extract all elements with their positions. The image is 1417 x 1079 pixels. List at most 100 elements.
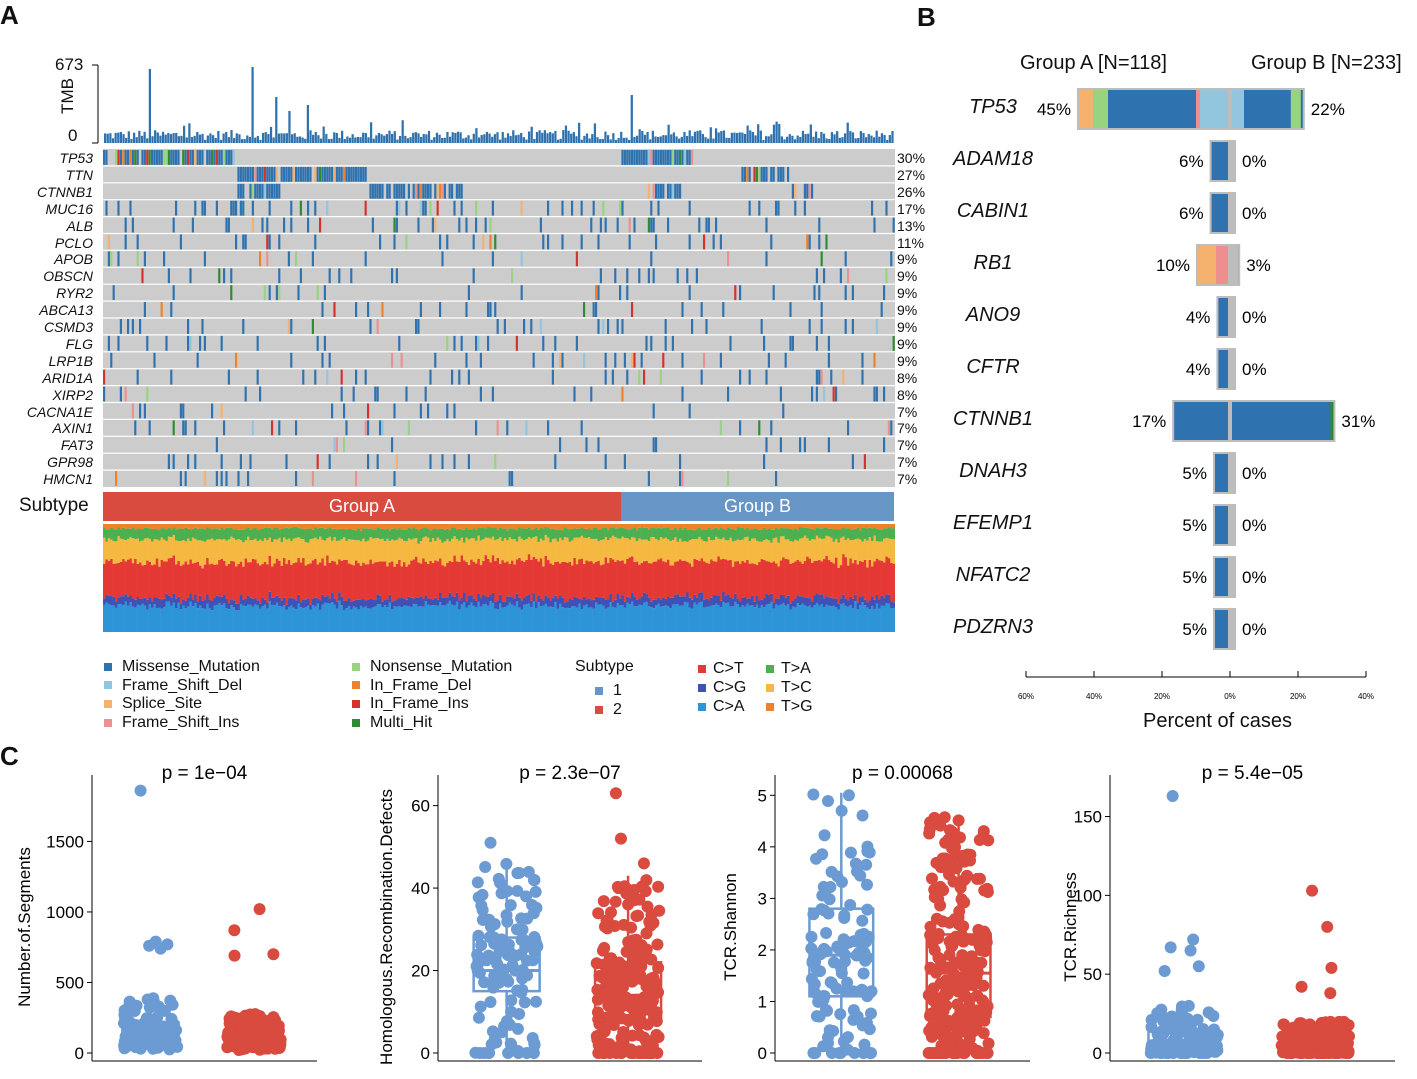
titv-segment — [621, 524, 625, 528]
titv-segment — [659, 606, 663, 632]
titv-segment — [482, 594, 485, 604]
titv-segment — [213, 540, 217, 565]
titv-segment — [297, 594, 301, 604]
mutation-cell — [268, 234, 271, 250]
titv-segment — [647, 529, 651, 541]
mutation-cell — [182, 150, 185, 165]
titv-segment — [412, 559, 416, 599]
titv-segment — [523, 528, 526, 541]
titv-segment — [851, 608, 855, 632]
titv-segment — [206, 594, 209, 604]
titv-segment — [667, 527, 670, 540]
titv-segment — [748, 605, 752, 632]
mutation-cell — [542, 335, 545, 351]
legend-swatch — [698, 664, 706, 673]
mutation-cell — [763, 335, 766, 351]
mutation-cell — [172, 150, 175, 165]
titv-segment — [434, 605, 437, 632]
mutation-cell — [235, 352, 238, 368]
gene-percentage: 8% — [897, 386, 918, 403]
titv-segment — [583, 605, 586, 632]
gene-label: APOB — [54, 251, 93, 268]
titv-segment — [719, 559, 723, 601]
data-point — [526, 1032, 539, 1045]
mutation-cell — [652, 217, 655, 233]
titv-segment — [331, 560, 334, 593]
titv-segment — [602, 605, 605, 632]
legend-label: In_Frame_Del — [370, 676, 472, 694]
titv-segment — [638, 538, 641, 565]
mutation-cell — [230, 150, 233, 165]
mutation-cell — [844, 285, 847, 301]
titv-segment — [715, 527, 718, 537]
titv-segment — [616, 560, 620, 595]
titv-segment — [736, 604, 740, 632]
mutation-cell — [424, 386, 427, 402]
titv-segment — [722, 592, 725, 603]
titv-segment — [614, 607, 617, 632]
titv-segment — [381, 607, 385, 632]
mutation-cell — [172, 420, 175, 436]
titv-segment — [674, 527, 677, 538]
titv-segment — [463, 524, 466, 530]
titv-segment — [676, 603, 680, 632]
titv-segment — [623, 607, 627, 632]
titv-segment — [177, 560, 181, 597]
group-a-bar — [1215, 506, 1228, 544]
data-point — [488, 918, 501, 931]
mutation-cell — [808, 183, 811, 199]
titv-segment — [261, 564, 265, 598]
titv-segment — [189, 601, 193, 632]
tmb-bar — [354, 137, 357, 143]
gene-percentage: 17% — [897, 200, 926, 217]
titv-segment — [683, 601, 687, 632]
titv-segment — [316, 564, 320, 599]
titv-segment — [124, 524, 128, 529]
titv-segment — [407, 606, 411, 632]
mutation-cell — [571, 200, 574, 216]
mutation-cell — [412, 183, 415, 199]
titv-segment — [871, 596, 874, 606]
titv-segment — [230, 605, 233, 632]
mutation-cell — [367, 403, 370, 419]
mutation-cell — [676, 268, 679, 284]
titv-segment — [616, 524, 620, 529]
titv-segment — [201, 540, 205, 569]
tmb-bar — [541, 132, 544, 143]
data-point — [600, 914, 613, 927]
titv-segment — [439, 558, 442, 593]
titv-segment — [501, 528, 505, 542]
mutation-cell — [583, 352, 586, 368]
titv-segment — [731, 598, 735, 607]
titv-segment — [847, 528, 850, 539]
titv-segment — [892, 539, 895, 564]
data-point — [810, 1010, 823, 1023]
titv-legend-item: C>G — [698, 678, 746, 697]
data-point — [474, 1000, 487, 1013]
titv-segment — [436, 605, 440, 632]
titv-segment — [813, 539, 817, 561]
mutation-cell — [844, 251, 847, 267]
mutation-cell — [266, 234, 269, 250]
mutation-cell — [883, 285, 886, 301]
titv-segment — [280, 529, 284, 543]
mutation-cell — [727, 251, 730, 267]
titv-segment — [751, 529, 754, 539]
titv-segment — [717, 556, 721, 597]
titv-segment — [770, 542, 773, 563]
data-point — [805, 942, 818, 955]
titv-segment — [506, 561, 509, 597]
mutation-cell — [760, 319, 763, 334]
titv-segment — [232, 529, 236, 539]
mutation-cell — [453, 403, 456, 419]
mutation-cell — [244, 234, 247, 250]
titv-segment — [287, 598, 291, 607]
group-a-percent-label: 4% — [1186, 308, 1211, 327]
mutation-cell — [395, 268, 398, 284]
titv-segment — [775, 537, 778, 564]
tmb-bar — [728, 137, 731, 143]
titv-segment — [707, 536, 711, 564]
titv-segment — [213, 564, 217, 598]
outlier-point — [484, 836, 497, 849]
titv-segment — [208, 608, 212, 632]
